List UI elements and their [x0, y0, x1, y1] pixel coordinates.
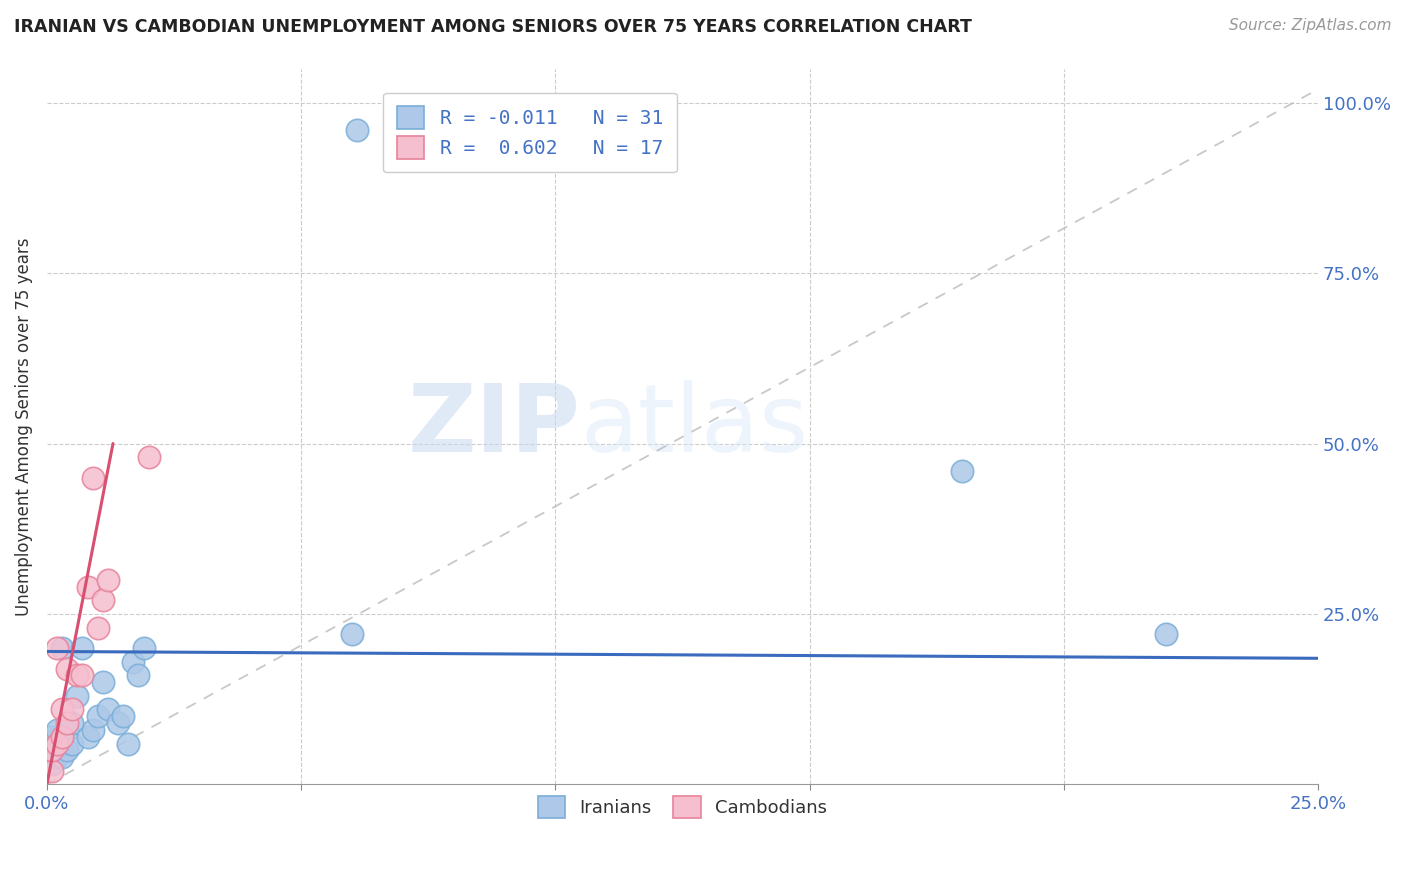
Point — [87, 621, 110, 635]
Point — [56, 743, 79, 757]
Point — [82, 723, 104, 737]
Point — [91, 593, 114, 607]
Point — [41, 756, 63, 771]
Point — [97, 573, 120, 587]
Text: Source: ZipAtlas.com: Source: ZipAtlas.com — [1229, 18, 1392, 33]
Point — [1154, 627, 1177, 641]
Point — [60, 716, 83, 731]
Point — [46, 737, 69, 751]
Point — [60, 702, 83, 716]
Point — [41, 730, 63, 744]
Point — [82, 470, 104, 484]
Point — [138, 450, 160, 465]
Legend: Iranians, Cambodians: Iranians, Cambodians — [531, 789, 834, 825]
Point — [132, 641, 155, 656]
Point — [76, 730, 98, 744]
Point — [66, 689, 89, 703]
Point — [346, 123, 368, 137]
Point — [41, 743, 63, 757]
Point — [51, 750, 73, 764]
Point — [51, 737, 73, 751]
Y-axis label: Unemployment Among Seniors over 75 years: Unemployment Among Seniors over 75 years — [15, 237, 32, 615]
Text: IRANIAN VS CAMBODIAN UNEMPLOYMENT AMONG SENIORS OVER 75 YEARS CORRELATION CHART: IRANIAN VS CAMBODIAN UNEMPLOYMENT AMONG … — [14, 18, 972, 36]
Point — [117, 737, 139, 751]
Text: ZIP: ZIP — [408, 381, 581, 473]
Point — [51, 641, 73, 656]
Point — [72, 668, 94, 682]
Point — [60, 737, 83, 751]
Point — [56, 661, 79, 675]
Point — [340, 627, 363, 641]
Point — [87, 709, 110, 723]
Point — [56, 723, 79, 737]
Point — [544, 116, 567, 130]
Point — [122, 655, 145, 669]
Point — [66, 668, 89, 682]
Point — [46, 737, 69, 751]
Point — [950, 464, 973, 478]
Point — [127, 668, 149, 682]
Point — [76, 580, 98, 594]
Text: atlas: atlas — [581, 381, 808, 473]
Point — [46, 750, 69, 764]
Point — [56, 716, 79, 731]
Point — [51, 702, 73, 716]
Point — [97, 702, 120, 716]
Point — [41, 764, 63, 778]
Point — [41, 743, 63, 757]
Point — [91, 675, 114, 690]
Point — [112, 709, 135, 723]
Point — [51, 730, 73, 744]
Point — [107, 716, 129, 731]
Point — [46, 723, 69, 737]
Point — [72, 641, 94, 656]
Point — [46, 641, 69, 656]
